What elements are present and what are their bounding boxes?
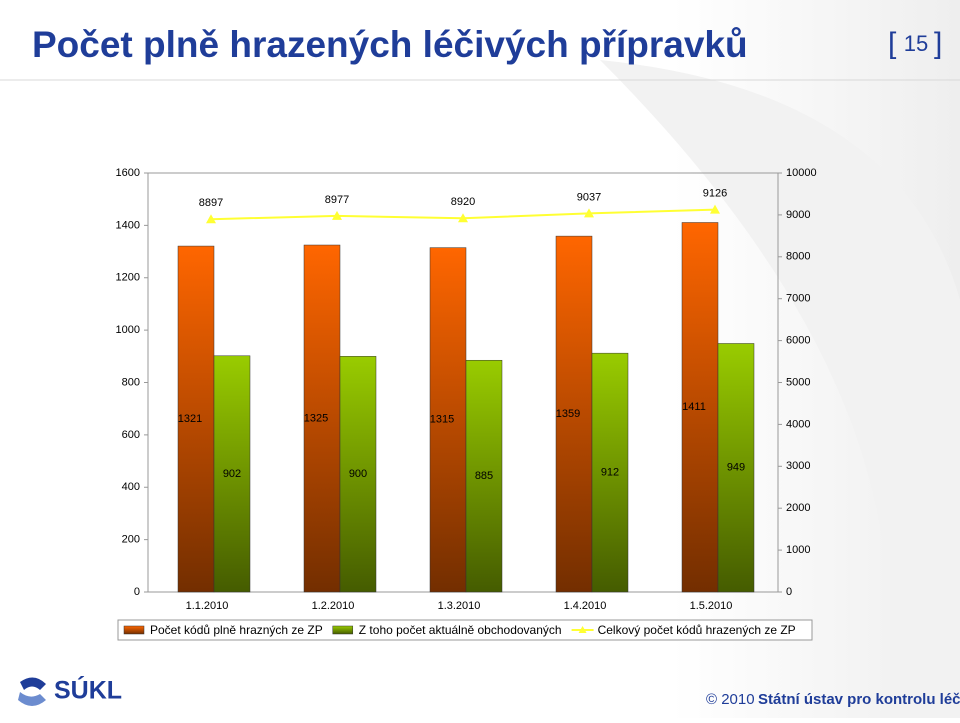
- y2-tick-label: 10000: [786, 167, 817, 179]
- y-tick-label: 1600: [116, 167, 140, 179]
- y2-tick-label: 8000: [786, 251, 810, 263]
- value-label: 8977: [325, 194, 349, 206]
- copyright: © 2010: [706, 691, 755, 708]
- slide-title: Počet plně hrazených léčivých přípravků: [32, 24, 748, 65]
- y2-tick-label: 2000: [786, 502, 810, 514]
- institution: Státní ústav pro kontrolu léčiv: [758, 691, 960, 708]
- value-label: 1325: [304, 412, 328, 424]
- x-tick-label: 1.2.2010: [312, 600, 355, 612]
- logo-mark: [18, 692, 46, 706]
- x-tick-label: 1.3.2010: [438, 600, 481, 612]
- y-tick-label: 600: [122, 429, 140, 441]
- logo-mark: [20, 677, 46, 690]
- y-tick-label: 200: [122, 534, 140, 546]
- value-label: 949: [727, 462, 745, 474]
- bar: [591, 352, 629, 593]
- value-label: 1321: [178, 413, 202, 425]
- legend-label: Počet kódů plně hrazných ze ZP: [150, 623, 323, 637]
- legend-label: Celkový počet kódů hrazených ze ZP: [598, 623, 796, 637]
- bar: [465, 359, 503, 593]
- background-swoosh: [600, 60, 960, 718]
- bar: [339, 356, 377, 593]
- y2-tick-label: 7000: [786, 293, 810, 305]
- y2-tick-label: 3000: [786, 460, 810, 472]
- line-marker: [206, 214, 216, 224]
- page-bracket: ]: [934, 27, 942, 60]
- y-tick-label: 800: [122, 376, 140, 388]
- bar: [555, 235, 593, 593]
- page-number: 15: [904, 31, 928, 56]
- value-label: 1411: [682, 401, 706, 413]
- value-label: 912: [601, 466, 619, 478]
- y2-tick-label: 1000: [786, 544, 810, 556]
- value-label: 9126: [703, 188, 727, 200]
- legend-swatch: [332, 625, 354, 635]
- page-bracket: [: [888, 27, 897, 60]
- line-marker: [710, 204, 720, 214]
- y2-tick-label: 4000: [786, 418, 810, 430]
- value-label: 1315: [430, 414, 454, 426]
- y-tick-label: 1400: [116, 219, 140, 231]
- y-tick-label: 1200: [116, 272, 140, 284]
- y-tick-label: 400: [122, 481, 140, 493]
- value-label: 8920: [451, 196, 475, 208]
- value-label: 902: [223, 468, 241, 480]
- bar: [303, 244, 341, 593]
- logo-text: SÚKL: [54, 675, 122, 705]
- bar: [717, 343, 755, 593]
- legend-swatch: [578, 626, 587, 633]
- value-label: 1359: [556, 408, 580, 420]
- y2-tick-label: 9000: [786, 209, 810, 221]
- legend-box: [117, 619, 813, 641]
- line-marker: [332, 210, 342, 220]
- line-marker: [458, 213, 468, 223]
- x-tick-label: 1.4.2010: [564, 600, 607, 612]
- logo: SÚKL: [18, 675, 122, 706]
- y2-tick-label: 0: [786, 586, 792, 598]
- value-label: 9037: [577, 191, 601, 203]
- bar: [213, 355, 251, 593]
- y2-tick-label: 6000: [786, 335, 810, 347]
- line-marker: [584, 208, 594, 218]
- y-tick-label: 1000: [116, 324, 140, 336]
- bar: [429, 247, 467, 593]
- x-tick-label: 1.1.2010: [186, 600, 229, 612]
- value-label: 885: [475, 470, 493, 482]
- value-label: 8897: [199, 197, 223, 209]
- legend-label: Z toho počet aktuálně obchodovaných: [359, 623, 562, 637]
- value-label: 900: [349, 468, 367, 480]
- bar: [681, 222, 719, 593]
- y2-tick-label: 5000: [786, 376, 810, 388]
- bar: [177, 245, 215, 593]
- legend-swatch: [123, 625, 145, 635]
- y-tick-label: 0: [134, 586, 140, 598]
- x-tick-label: 1.5.2010: [690, 600, 733, 612]
